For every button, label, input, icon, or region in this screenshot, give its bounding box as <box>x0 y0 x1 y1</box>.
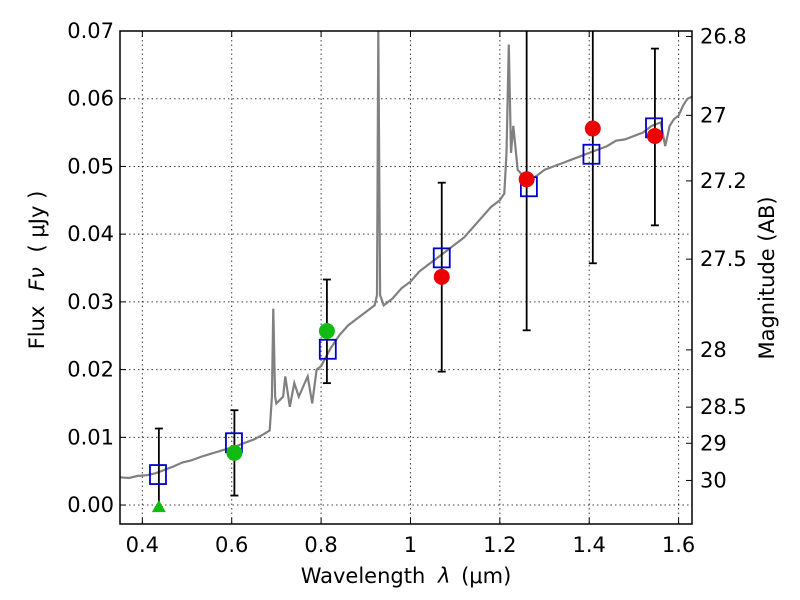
x-tick-label: 1.4 <box>573 533 606 557</box>
mag-tick-label: 28.5 <box>700 395 747 419</box>
grid <box>120 30 692 524</box>
mag-tick-label: 29 <box>700 431 727 455</box>
y-tick-label: 0.02 <box>67 358 114 382</box>
y-tick-label: 0.05 <box>67 154 114 178</box>
x-tick-label: 1.2 <box>483 533 516 557</box>
x-tick-label: 0.6 <box>215 533 248 557</box>
nir-detection-point <box>433 268 450 285</box>
nir-detection-point <box>646 127 663 144</box>
mag-tick-label: 27.5 <box>700 247 747 271</box>
mag-tick-label: 30 <box>700 468 727 492</box>
y-tick-label: 0.06 <box>67 87 114 111</box>
x-tick-label: 1 <box>404 533 417 557</box>
y-tick-label: 0.01 <box>67 425 114 449</box>
x-tick-label: 0.8 <box>304 533 337 557</box>
model-photometry-square <box>318 338 337 360</box>
upper-limit-triangle <box>151 500 166 513</box>
mag-tick-label: 27.2 <box>700 169 747 193</box>
y-tick-label: 0.03 <box>67 290 114 314</box>
y-tick-label: 0.04 <box>67 222 114 246</box>
plot-area <box>120 31 692 513</box>
y-tick-label: 0.07 <box>67 19 114 43</box>
model-photometry-square <box>582 143 601 165</box>
mag-tick-label: 28 <box>700 338 727 362</box>
x-tick-label: 1.6 <box>662 533 695 557</box>
optical-detection-point <box>226 444 243 461</box>
y-tick-label: 0.00 <box>67 493 114 517</box>
y-axis-label: Flux Fν ( μJy ) <box>25 191 49 350</box>
x-tick-label: 0.4 <box>126 533 159 557</box>
y2-axis-label: Magnitude (AB) <box>755 196 779 359</box>
mag-tick-label: 27 <box>700 103 727 127</box>
x-axis-label: Wavelength λ (μm) <box>301 564 512 588</box>
nir-detection-point <box>518 171 535 188</box>
model-photometry-square <box>432 247 451 269</box>
model-photometry-square <box>149 464 167 485</box>
nir-detection-point <box>584 120 601 137</box>
optical-detection-point <box>318 322 335 339</box>
mag-tick-label: 26.8 <box>700 25 747 49</box>
plot-frame <box>119 30 693 525</box>
model-spectrum-line <box>120 31 692 480</box>
ticks: 0.4 0.6 0.8 1 1.2 1.4 1.6 0.00 0.01 0.02 0.03 0.04 0… <box>67 19 747 557</box>
